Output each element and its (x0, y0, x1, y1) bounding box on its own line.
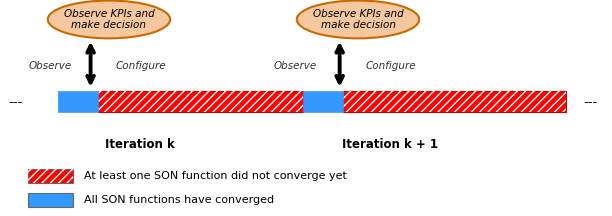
Ellipse shape (48, 0, 170, 38)
Text: ---: --- (8, 96, 23, 109)
Ellipse shape (297, 0, 419, 38)
FancyBboxPatch shape (28, 169, 73, 183)
Text: Observe KPIs and
make decision: Observe KPIs and make decision (313, 9, 403, 30)
FancyBboxPatch shape (58, 91, 98, 112)
Text: At least one SON function did not converge yet: At least one SON function did not conver… (84, 171, 348, 181)
Text: ---: --- (583, 96, 598, 109)
FancyBboxPatch shape (28, 193, 73, 207)
FancyBboxPatch shape (98, 91, 303, 112)
FancyBboxPatch shape (303, 91, 343, 112)
Text: All SON functions have converged: All SON functions have converged (84, 195, 275, 205)
Text: Observe: Observe (274, 61, 316, 71)
Text: Observe: Observe (29, 61, 72, 71)
Text: Iteration k: Iteration k (105, 138, 174, 151)
Text: Iteration k + 1: Iteration k + 1 (343, 138, 438, 151)
Text: Observe KPIs and
make decision: Observe KPIs and make decision (64, 9, 154, 30)
FancyBboxPatch shape (343, 91, 566, 112)
Text: Configure: Configure (116, 61, 166, 71)
Text: Configure: Configure (365, 61, 416, 71)
